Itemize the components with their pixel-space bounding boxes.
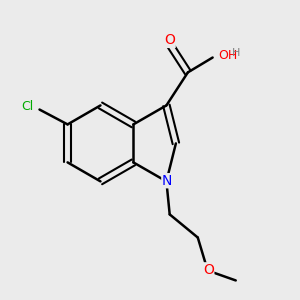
Text: O: O [203, 263, 214, 277]
Text: O: O [164, 33, 175, 47]
Text: N: N [162, 174, 172, 188]
Text: H: H [232, 48, 240, 58]
Text: OH: OH [219, 50, 238, 62]
Text: Cl: Cl [21, 100, 34, 113]
